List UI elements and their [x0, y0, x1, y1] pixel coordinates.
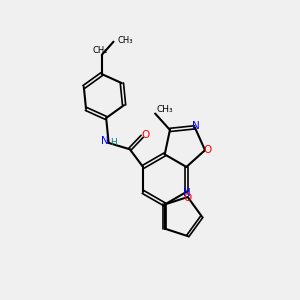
- Text: CH₂: CH₂: [92, 46, 108, 55]
- Text: O: O: [203, 145, 212, 155]
- Text: CH₃: CH₃: [117, 36, 133, 45]
- Text: O: O: [141, 130, 149, 140]
- Text: N: N: [183, 188, 191, 198]
- Text: N: N: [101, 136, 109, 146]
- Text: CH₃: CH₃: [157, 106, 173, 115]
- Text: H: H: [111, 138, 117, 147]
- Text: N: N: [192, 121, 200, 131]
- Text: O: O: [184, 194, 192, 203]
